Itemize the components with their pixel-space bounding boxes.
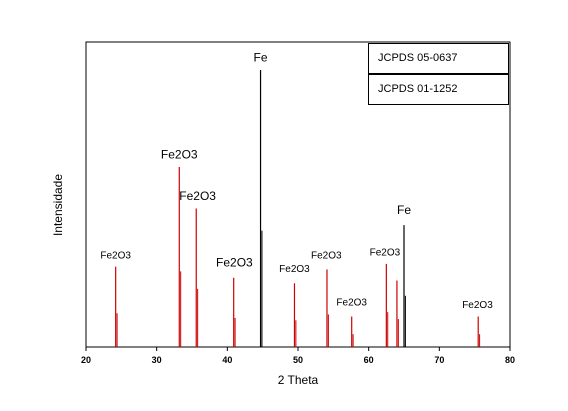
x-tick-label-1: 30 xyxy=(152,355,162,365)
peaks-layer xyxy=(115,70,481,347)
legend-entry-2: JCPDS 01-1252 xyxy=(368,74,509,105)
annotation-2: Fe2O3 xyxy=(179,189,216,203)
annotation-5: Fe2O3 xyxy=(311,250,342,261)
annotation-8: Fe2O3 xyxy=(462,300,493,311)
x-tick-label-4: 60 xyxy=(364,355,374,365)
annotation-9: Fe xyxy=(254,51,268,65)
annotation-1: Fe2O3 xyxy=(161,148,198,162)
annotation-4: Fe2O3 xyxy=(279,264,310,275)
legend-label-1: JCPDS 05-0637 xyxy=(378,52,458,64)
annotation-0: Fe2O3 xyxy=(100,250,131,261)
annotation-3: Fe2O3 xyxy=(216,256,253,270)
legend-entry-1: JCPDS 05-0637 xyxy=(368,43,509,74)
annotations-layer: Fe2O3Fe2O3Fe2O3Fe2O3Fe2O3Fe2O3Fe2O3Fe2O3… xyxy=(100,51,493,312)
x-tick-label-5: 70 xyxy=(434,355,444,365)
annotation-6: Fe2O3 xyxy=(336,297,367,308)
x-axis-ticks: 20 30 40 50 60 70 80 xyxy=(81,347,515,365)
x-tick-label-6: 80 xyxy=(505,355,515,365)
y-axis-label: Intensidade xyxy=(51,174,65,236)
legend-label-2: JCPDS 01-1252 xyxy=(378,83,458,95)
x-tick-label-2: 40 xyxy=(222,355,232,365)
x-tick-label-3: 50 xyxy=(293,355,303,365)
x-tick-label-0: 20 xyxy=(81,355,91,365)
annotation-10: Fe xyxy=(397,203,411,217)
annotation-7: Fe2O3 xyxy=(370,248,401,259)
x-axis-label: 2 Theta xyxy=(278,373,319,387)
